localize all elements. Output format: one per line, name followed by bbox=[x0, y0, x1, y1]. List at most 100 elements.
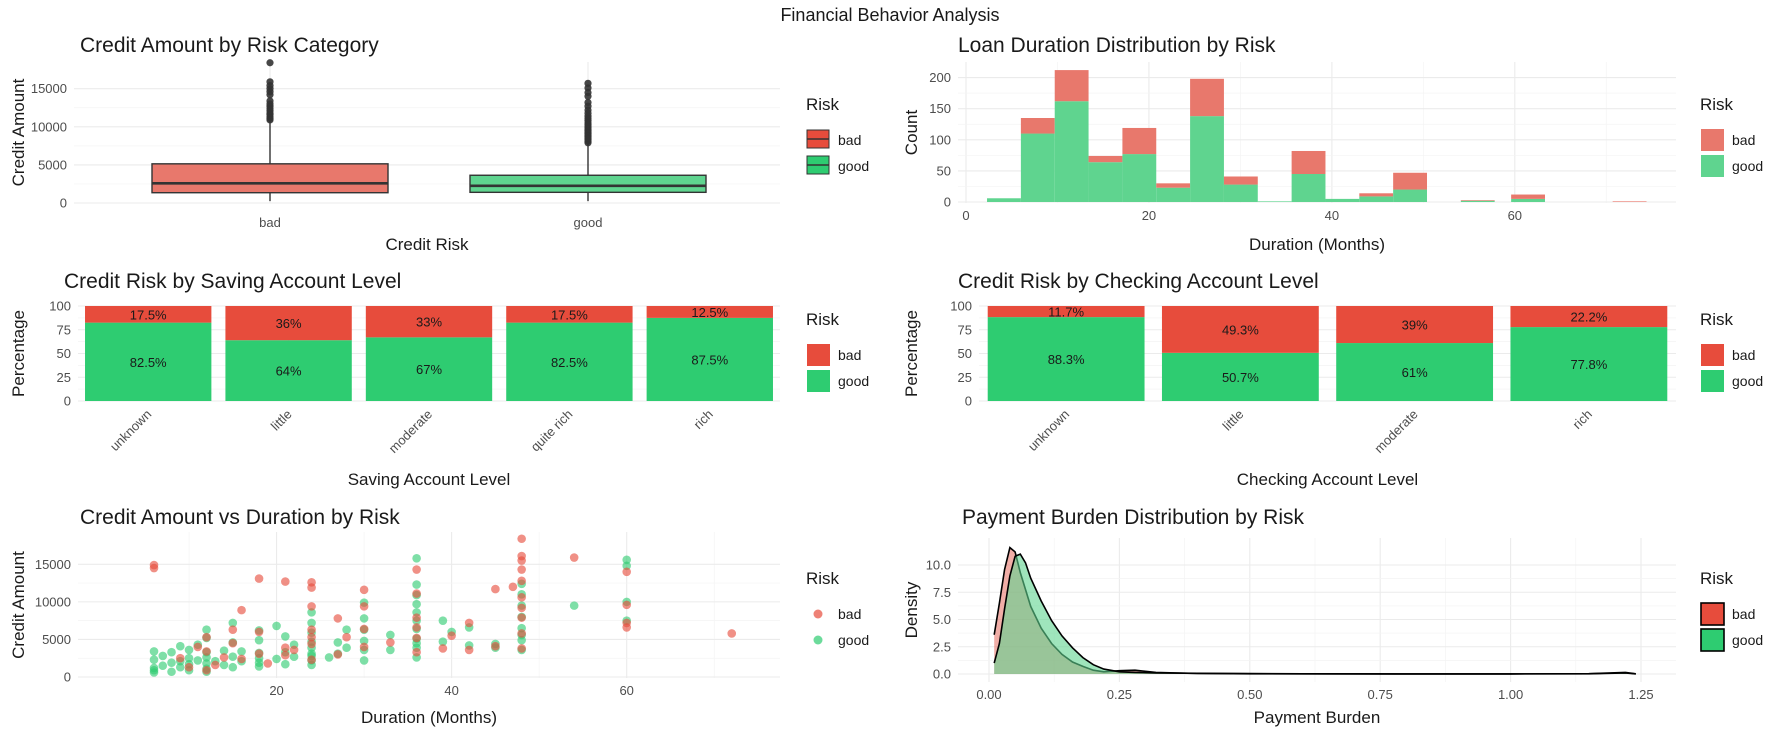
x-axis-label: Saving Account Level bbox=[348, 470, 511, 489]
scatter-point-bad bbox=[517, 593, 526, 602]
scatter-point-good bbox=[622, 555, 631, 565]
scatter-point-bad bbox=[237, 654, 246, 664]
bar-segment-bad bbox=[1161, 306, 1319, 353]
y-tick-label: 0 bbox=[64, 394, 71, 409]
histogram-bin bbox=[987, 198, 1021, 202]
x-tick-label: 60 bbox=[619, 683, 633, 698]
scatter-point-good bbox=[228, 652, 238, 662]
histogram-bin bbox=[1393, 172, 1427, 202]
scatter-point-bad bbox=[289, 645, 299, 655]
scatter-point-good bbox=[149, 655, 159, 665]
scatter-point-good bbox=[149, 647, 159, 656]
x-tick-label: 0 bbox=[962, 208, 969, 223]
bar-quite-rich: 82.5% 17.5% bbox=[506, 306, 633, 401]
scatter-point-bad bbox=[228, 625, 238, 634]
x-tick-label: 40 bbox=[444, 683, 458, 698]
scatter-point-bad bbox=[202, 647, 211, 656]
histogram-bin bbox=[1020, 118, 1055, 202]
data-label-bad: 11.7% bbox=[1048, 305, 1084, 320]
scatter-point-good bbox=[254, 662, 264, 671]
scatter-point-good bbox=[219, 646, 229, 656]
y-tick-label: 0 bbox=[965, 394, 972, 409]
x-tick-label: bad bbox=[259, 215, 281, 230]
y-tick-label: 15000 bbox=[31, 81, 67, 96]
scatter-point-good bbox=[158, 651, 168, 661]
x-tick-label: little bbox=[1220, 407, 1247, 434]
y-tick-label: 100 bbox=[49, 299, 71, 314]
scatter-point-bad bbox=[517, 644, 526, 653]
data-label-bad: 39% bbox=[1402, 318, 1428, 333]
scatter-point-good bbox=[228, 662, 238, 672]
bar-bad bbox=[1291, 150, 1326, 174]
x-tick-label: 0.00 bbox=[976, 687, 1001, 702]
legend-label-good: good bbox=[1732, 158, 1763, 174]
y-axis-label: Credit Amount bbox=[9, 551, 28, 659]
scatter-point-good bbox=[167, 658, 176, 668]
y-tick-label: 0.0 bbox=[933, 667, 951, 682]
scatter-point-bad bbox=[622, 618, 631, 628]
scatter-point-bad bbox=[307, 602, 316, 611]
histogram-bin bbox=[1054, 70, 1089, 202]
scatter-point-good bbox=[281, 632, 290, 641]
y-tick-label: 10.0 bbox=[926, 558, 951, 573]
scatter-point-bad bbox=[412, 647, 421, 657]
scatter-point-bad bbox=[281, 643, 290, 652]
box-iqr bbox=[469, 174, 707, 194]
scatter-point-bad bbox=[517, 551, 526, 561]
bar-segment-good bbox=[506, 322, 633, 401]
legend-label-bad: bad bbox=[1732, 347, 1755, 363]
scatter-point-bad bbox=[412, 633, 421, 643]
histogram-bin bbox=[1122, 127, 1157, 202]
scatter-point-bad bbox=[149, 563, 159, 573]
bar-bad bbox=[1393, 172, 1427, 190]
data-label-bad: 17.5% bbox=[130, 307, 167, 322]
x-tick-label: 20 bbox=[1142, 208, 1156, 223]
scatter-point-good bbox=[359, 656, 369, 665]
data-label-good: 50.7% bbox=[1222, 370, 1259, 385]
scatter-point-bad bbox=[508, 582, 518, 592]
legend-swatch-bad bbox=[1701, 129, 1724, 151]
x-tick-label: 60 bbox=[1508, 208, 1522, 223]
scatter-point-bad bbox=[517, 629, 526, 638]
scatter-point-good bbox=[438, 616, 448, 625]
bar-unknown: 82.5% 17.5% bbox=[85, 306, 212, 401]
scatter-point-good bbox=[386, 630, 395, 640]
scatter-point-good bbox=[289, 652, 299, 662]
scatter-point-bad bbox=[412, 623, 421, 632]
scatter-point-good bbox=[237, 647, 246, 656]
y-tick-label: 100 bbox=[950, 299, 972, 314]
bar-bad bbox=[1156, 183, 1191, 188]
panel-loan-duration-distribution: Loan Duration Distribution by Risk 0 20 40 6… bbox=[902, 34, 1763, 254]
legend: Risk bad good bbox=[806, 95, 869, 175]
data-label-good: 87.5% bbox=[691, 352, 728, 367]
box-bad bbox=[151, 59, 389, 202]
scatter-point-bad bbox=[359, 602, 369, 611]
scatter-point-good bbox=[438, 637, 448, 646]
y-tick-label: 5000 bbox=[42, 632, 71, 647]
scatter-point-bad bbox=[219, 653, 229, 662]
bar-good bbox=[987, 198, 1021, 202]
legend: Risk bad good bbox=[1700, 310, 1763, 392]
scatter-point-bad bbox=[464, 618, 474, 628]
y-tick-label: 50 bbox=[937, 163, 951, 178]
scatter-point-bad bbox=[307, 632, 316, 642]
x-tick-label: rich bbox=[1570, 407, 1595, 432]
page-title: Financial Behavior Analysis bbox=[780, 5, 999, 25]
bar-good bbox=[1511, 198, 1545, 202]
data-label-bad: 33% bbox=[416, 315, 442, 330]
scatter-point-good bbox=[412, 553, 421, 563]
outlier-point bbox=[584, 98, 592, 106]
legend: Risk bad good bbox=[806, 569, 869, 648]
bar-moderate: 61% 39% bbox=[1336, 306, 1494, 401]
y-tick-label: 50 bbox=[958, 346, 972, 361]
bar-good bbox=[1460, 200, 1495, 202]
scatter-point-good bbox=[359, 636, 369, 646]
bar-good bbox=[1156, 187, 1191, 202]
y-tick-label: 100 bbox=[929, 132, 951, 147]
chart-title: Credit Amount by Risk Category bbox=[80, 34, 379, 57]
bar-good bbox=[1088, 162, 1123, 202]
bar-bad bbox=[1088, 155, 1123, 163]
scatter-point-bad bbox=[412, 613, 421, 622]
scatter-point-good bbox=[202, 625, 211, 634]
